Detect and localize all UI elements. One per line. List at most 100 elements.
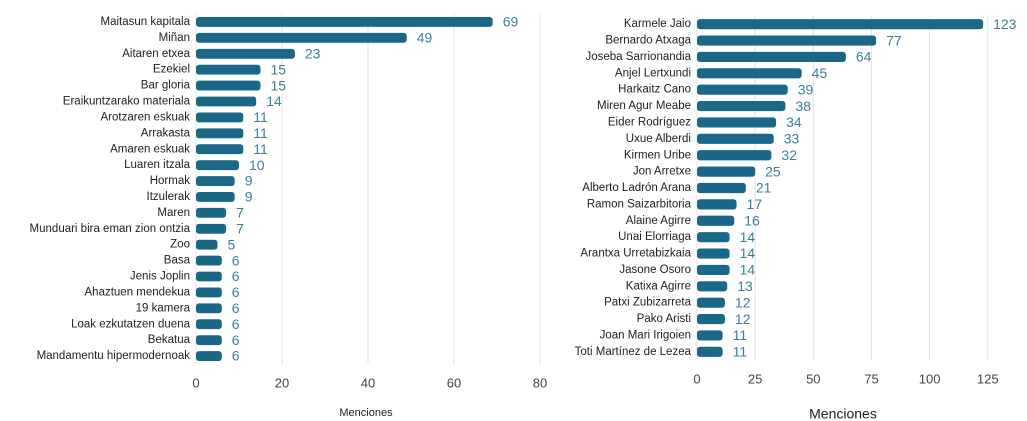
bar bbox=[196, 223, 227, 234]
bar bbox=[196, 176, 235, 186]
y-tick-label: Ezekiel bbox=[153, 64, 190, 76]
value-label: 9 bbox=[245, 173, 253, 189]
value-label: 6 bbox=[232, 348, 240, 364]
value-label: 38 bbox=[795, 98, 811, 114]
y-tick-label: Jenis Joplin bbox=[130, 271, 190, 283]
value-label: 14 bbox=[740, 262, 756, 278]
value-label: 39 bbox=[798, 81, 814, 97]
y-tick-label: Miñan bbox=[159, 32, 190, 44]
value-label: 12 bbox=[735, 294, 751, 310]
y-tick-label: Jasone Osoro bbox=[619, 264, 691, 276]
y-tick-label: Luaren itzala bbox=[124, 159, 190, 171]
y-tick-label: Aitaren etxea bbox=[122, 48, 190, 60]
bar bbox=[697, 232, 730, 243]
bar bbox=[196, 303, 222, 314]
value-label: 15 bbox=[271, 61, 287, 77]
y-tick-label: Hormak bbox=[150, 175, 191, 187]
bar bbox=[697, 68, 802, 79]
x-tick-label: 125 bbox=[977, 371, 999, 386]
bar bbox=[697, 166, 756, 177]
y-tick-label: Anjel Lertxundi bbox=[615, 67, 691, 79]
bar bbox=[196, 319, 222, 330]
bar bbox=[697, 117, 777, 128]
y-tick-label: Mandamentu hipermodernoak bbox=[37, 350, 191, 362]
y-tick-label: Karmele Jaio bbox=[624, 18, 691, 30]
y-tick-label: Patxi Zubizarreta bbox=[604, 297, 692, 309]
x-axis-title: Menciones bbox=[809, 406, 877, 421]
y-tick-label: Basa bbox=[164, 255, 191, 267]
value-label: 7 bbox=[236, 205, 244, 221]
y-tick-label: Maitasun kapitala bbox=[101, 16, 191, 28]
bar bbox=[697, 346, 723, 357]
bar bbox=[196, 239, 218, 250]
value-label: 32 bbox=[781, 147, 797, 163]
bar bbox=[697, 281, 728, 292]
y-tick-label: Alaine Agirre bbox=[626, 215, 691, 227]
x-tick-label: 100 bbox=[919, 371, 941, 386]
value-label: 14 bbox=[740, 245, 756, 261]
y-tick-label: Itzulerak bbox=[147, 191, 191, 203]
y-tick-label: Zoo bbox=[170, 239, 190, 251]
y-tick-label: Amaren eskuak bbox=[110, 143, 190, 155]
value-label: 11 bbox=[253, 125, 268, 141]
y-tick-label: Eider Rodríguez bbox=[608, 117, 691, 129]
bar bbox=[196, 64, 261, 75]
bar bbox=[196, 207, 227, 218]
value-label: 33 bbox=[784, 131, 800, 147]
value-label: 13 bbox=[737, 278, 753, 294]
bar bbox=[697, 51, 846, 63]
value-label: 6 bbox=[232, 332, 240, 348]
value-label: 17 bbox=[747, 196, 763, 212]
bar bbox=[196, 112, 244, 123]
bar bbox=[697, 150, 772, 161]
x-tick-label: 40 bbox=[361, 375, 375, 390]
value-label: 123 bbox=[993, 16, 1017, 32]
y-tick-label: Ramon Saizarbitoria bbox=[587, 198, 692, 210]
y-tick-label: Jon Arretxe bbox=[633, 166, 691, 178]
value-label: 9 bbox=[245, 189, 253, 205]
y-tick-label: Ahaztuen mendekua bbox=[85, 286, 191, 298]
x-tick-label: 50 bbox=[806, 371, 820, 386]
y-tick-label: Maren bbox=[157, 207, 190, 219]
x-tick-label: 0 bbox=[693, 371, 700, 386]
bar bbox=[196, 144, 244, 155]
bar bbox=[196, 351, 222, 361]
bar bbox=[697, 101, 786, 112]
value-label: 34 bbox=[786, 114, 802, 130]
value-label: 14 bbox=[266, 93, 282, 109]
value-label: 11 bbox=[253, 141, 268, 157]
value-label: 6 bbox=[232, 284, 240, 300]
y-tick-label: Arantxa Urretabizkaia bbox=[580, 248, 691, 260]
x-axis-title: Menciones bbox=[339, 407, 393, 419]
y-tick-label: Harkaitz Cano bbox=[618, 84, 691, 96]
value-label: 11 bbox=[733, 344, 748, 360]
value-label: 6 bbox=[232, 300, 240, 316]
bar bbox=[196, 17, 493, 27]
value-label: 45 bbox=[812, 65, 828, 81]
y-tick-label: Bernardo Atxaga bbox=[605, 35, 691, 47]
x-tick-label: 20 bbox=[275, 375, 289, 390]
bar bbox=[697, 133, 774, 144]
value-label: 11 bbox=[253, 109, 268, 125]
bar bbox=[697, 297, 725, 308]
y-tick-label: Eraikuntzarako materiala bbox=[63, 96, 191, 108]
y-tick-label: Arotzaren eskuak bbox=[101, 111, 191, 123]
value-label: 11 bbox=[733, 327, 748, 343]
x-tick-label: 75 bbox=[864, 371, 878, 386]
y-tick-label: Joan Mari Irigoien bbox=[600, 329, 691, 341]
bar bbox=[196, 160, 239, 171]
bar bbox=[697, 313, 725, 325]
x-tick-label: 25 bbox=[748, 371, 762, 386]
bar bbox=[196, 287, 222, 298]
y-tick-label: Alberto Ladrón Arana bbox=[582, 182, 691, 194]
value-label: 77 bbox=[886, 32, 902, 48]
y-tick-label: Toti Martínez de Lezea bbox=[575, 346, 692, 358]
value-label: 15 bbox=[271, 77, 287, 93]
bar bbox=[697, 248, 730, 259]
value-label: 16 bbox=[744, 212, 760, 228]
value-label: 10 bbox=[249, 157, 265, 173]
bar bbox=[196, 255, 222, 266]
value-label: 14 bbox=[740, 229, 756, 245]
